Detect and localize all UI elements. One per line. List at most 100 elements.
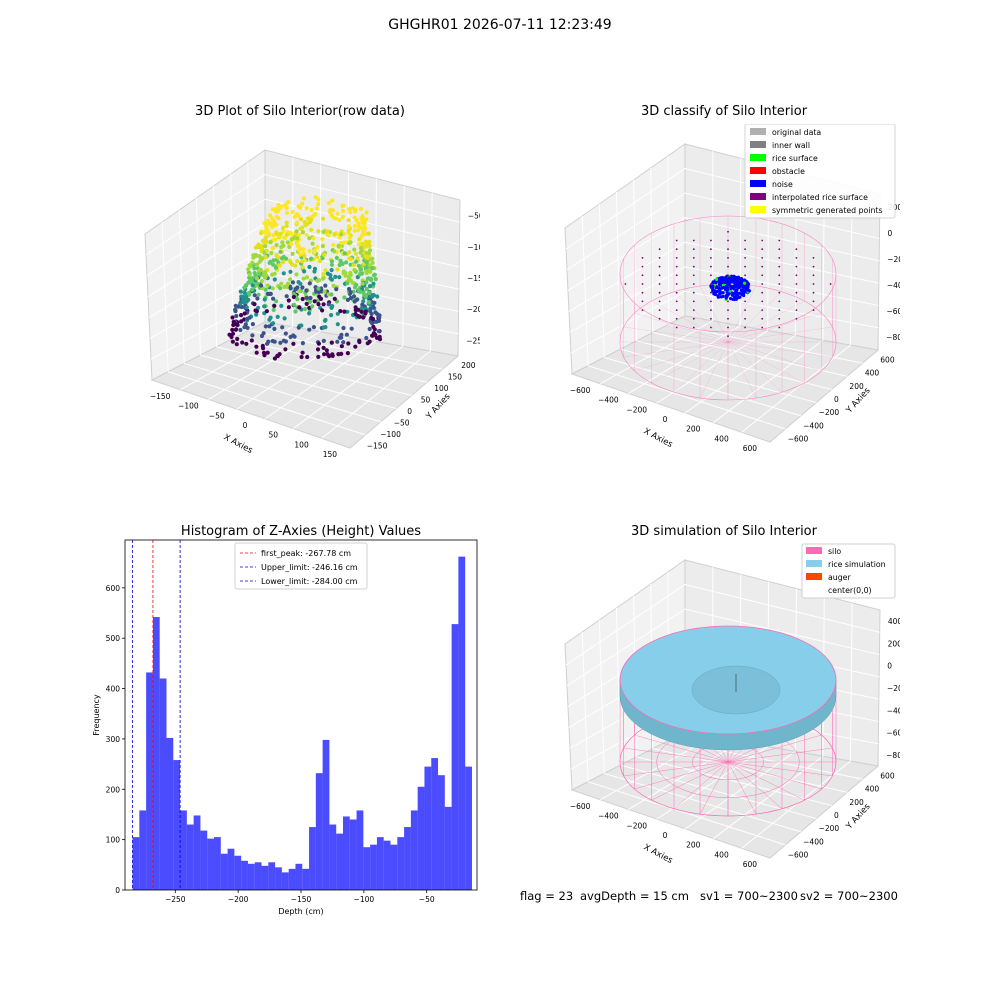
raw-point [291,294,296,300]
interpolated-point [795,300,798,303]
raw-point [304,275,309,280]
raw-point [333,216,338,221]
simulation-plot-title: 3D simulation of Silo Interior [631,524,817,539]
simulation-3d-plot: −600−400−2000200400600−600−400−200020040… [564,543,900,869]
raw-point [320,243,325,249]
raw-point [311,236,316,241]
raw-point [364,286,369,292]
interpolated-point [641,257,644,259]
raw-point [326,302,331,307]
raw-point [246,291,252,296]
cls-silo-floor-wire [651,341,729,384]
sim-ytick: −200 [819,824,840,833]
raw-grid [180,326,293,391]
sim-ztick: 400 [888,617,900,626]
raw-point [329,259,334,264]
noise-point [742,293,746,298]
raw-point [259,279,264,284]
raw-point [295,259,300,264]
raw-point [359,306,364,311]
histogram-bar [336,833,343,890]
noise-point [716,295,720,299]
interpolated-point [744,317,746,320]
raw-point [271,307,276,312]
raw-point [283,331,288,336]
raw-point [252,270,257,276]
histogram-legend-label: first_peak: -267.78 cm [261,549,351,558]
raw-point [340,214,346,219]
raw-point [315,347,321,352]
raw-point [294,212,299,217]
cls-xtick: 0 [663,415,668,424]
raw-point [376,329,381,334]
raw-point [321,345,326,350]
raw-point [246,280,251,285]
status-avg-depth: avgDepth = 15 cm [580,889,689,903]
raw-point [289,231,294,236]
raw-point [299,323,304,328]
interpolated-point [778,309,781,311]
raw-point [355,228,361,233]
raw-point [283,347,288,352]
raw-point [358,289,363,294]
raw-point [270,224,275,230]
raw-point [375,294,380,299]
histogram-bar [315,773,323,890]
interpolated-point [692,265,695,268]
interpolated-point [761,317,764,320]
raw-point [321,302,326,307]
raw-point [245,316,250,321]
raw-point [352,228,357,233]
raw-point [230,331,236,336]
histogram-title: Histogram of Z-Axies (Height) Values [180,524,422,539]
histogram-ytick-label: 300 [106,735,121,744]
interpolated-point [812,291,815,294]
raw-point [307,236,312,241]
raw-point [293,287,298,292]
raw-point [263,254,268,260]
raw-point [273,209,279,214]
histogram-bar [214,837,221,890]
raw-point [363,293,369,298]
raw-point [289,242,294,247]
raw-point [337,335,342,340]
sim-xtick: −600 [570,802,591,811]
raw-point [330,353,335,358]
histogram-bar [329,824,337,890]
raw-point [238,289,243,294]
raw-grid [213,185,218,347]
raw-point [326,233,331,238]
raw-point [366,250,371,255]
raw-point [336,243,341,248]
cls-silo-floor-wire [727,285,757,343]
raw-point [305,354,310,360]
raw-grid [216,346,412,396]
histogram-ytick-label: 0 [115,886,120,895]
raw-point [316,197,321,202]
histogram-bar [370,844,377,890]
raw-point [258,231,264,236]
raw-point [257,268,262,273]
raw-point [272,303,277,308]
raw-point [272,271,277,276]
interpolated-point [675,248,678,251]
cls-silo-floor-wire [623,341,729,358]
cls-legend-swatch [750,167,766,174]
raw-point [274,230,279,235]
raw-point [284,220,289,225]
raw-point [328,276,333,281]
raw-point [363,254,368,259]
sim-legend-label: rice simulation [828,560,886,569]
raw-point [368,269,373,274]
cls-silo-floor-wire [727,326,833,343]
cls-noise-cluster [709,274,751,302]
sim-floor-wire [727,761,833,777]
cls-ztick: −600 [887,307,901,316]
sim-grid [566,608,880,687]
sim-xtick: −400 [598,812,619,821]
cls-silo-floor-wire [727,312,822,343]
cls-ztick: 0 [888,229,893,238]
raw-point [300,350,305,355]
histogram-bar [173,760,181,890]
noise-point [722,276,726,280]
